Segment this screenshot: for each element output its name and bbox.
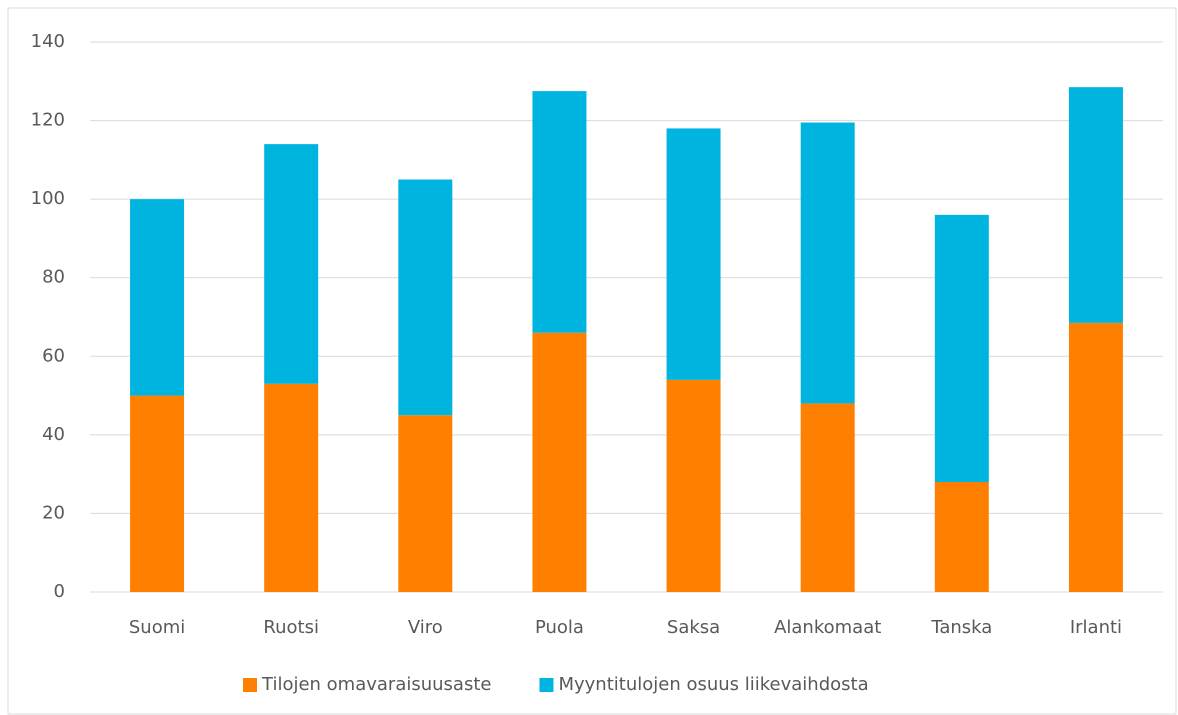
x-tick-label: Ruotsi bbox=[263, 617, 319, 638]
y-tick-label: 20 bbox=[42, 502, 65, 523]
bar-segment bbox=[532, 91, 587, 333]
y-tick-label: 140 bbox=[31, 31, 65, 52]
legend-swatch bbox=[243, 678, 257, 692]
bar-segment bbox=[264, 383, 319, 592]
bar-segment bbox=[398, 179, 453, 416]
bar-segment bbox=[264, 144, 319, 384]
bar-segment bbox=[1068, 322, 1123, 592]
x-tick-label: Viro bbox=[408, 617, 443, 638]
legend-label: Myyntitulojen osuus liikevaihdosta bbox=[558, 674, 868, 695]
bar-segment bbox=[532, 332, 587, 592]
legend-swatch bbox=[539, 678, 554, 692]
bar-segment bbox=[666, 128, 721, 380]
bar-segment bbox=[130, 199, 185, 396]
y-tick-label: 80 bbox=[42, 267, 65, 288]
bar-segment bbox=[934, 482, 989, 592]
bar-segment bbox=[398, 415, 453, 592]
bar-segment bbox=[666, 379, 721, 592]
y-tick-label: 100 bbox=[31, 188, 65, 209]
bar-segment bbox=[800, 403, 855, 592]
x-tick-label: Tanska bbox=[930, 617, 992, 638]
x-tick-label: Saksa bbox=[667, 617, 720, 638]
x-tick-label: Puola bbox=[535, 617, 584, 638]
x-tick-label: Alankomaat bbox=[774, 617, 881, 638]
bar-segment bbox=[934, 214, 989, 482]
bar-segment bbox=[800, 122, 855, 404]
y-tick-label: 40 bbox=[42, 424, 65, 445]
y-tick-label: 0 bbox=[54, 581, 65, 602]
bar-segment bbox=[1068, 87, 1123, 323]
x-tick-label: Suomi bbox=[129, 617, 185, 638]
y-tick-label: 120 bbox=[31, 110, 65, 131]
y-tick-label: 60 bbox=[42, 345, 65, 366]
x-tick-label: Irlanti bbox=[1070, 617, 1122, 638]
legend-label: Tilojen omavaraisuusaste bbox=[261, 674, 491, 695]
bar-segment bbox=[130, 395, 185, 592]
